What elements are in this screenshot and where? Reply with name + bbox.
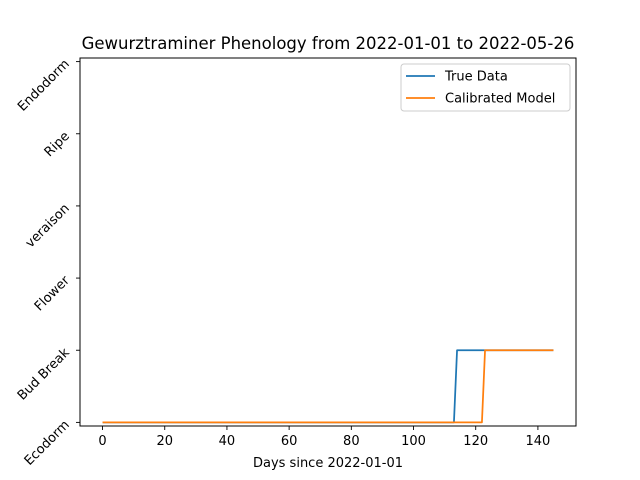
x-tick-label: 140: [525, 434, 550, 449]
legend-label-2: Calibrated Model: [445, 92, 555, 107]
series-layer: [102, 349, 554, 424]
x-tick-label: 40: [219, 434, 236, 449]
x-tick-label: 80: [343, 434, 360, 449]
x-tick-label: 60: [281, 434, 298, 449]
legend: True Data Calibrated Model: [400, 63, 571, 112]
plot-frame: [79, 57, 577, 427]
legend-box: [400, 63, 571, 112]
chart-title: Gewurztraminer Phenology from 2022-01-01…: [82, 34, 575, 53]
x-tick-label: 0: [98, 434, 106, 449]
x-tick-label: 100: [401, 434, 426, 449]
x-tick-label: 120: [463, 434, 488, 449]
x-axis-label: Days since 2022-01-01: [253, 456, 403, 471]
x-axis: 0 20 40 60 80 100 120 140: [98, 426, 550, 449]
series-line-2: [102, 349, 554, 424]
legend-label-1: True Data: [444, 70, 508, 85]
x-tick-label: 20: [156, 434, 173, 449]
